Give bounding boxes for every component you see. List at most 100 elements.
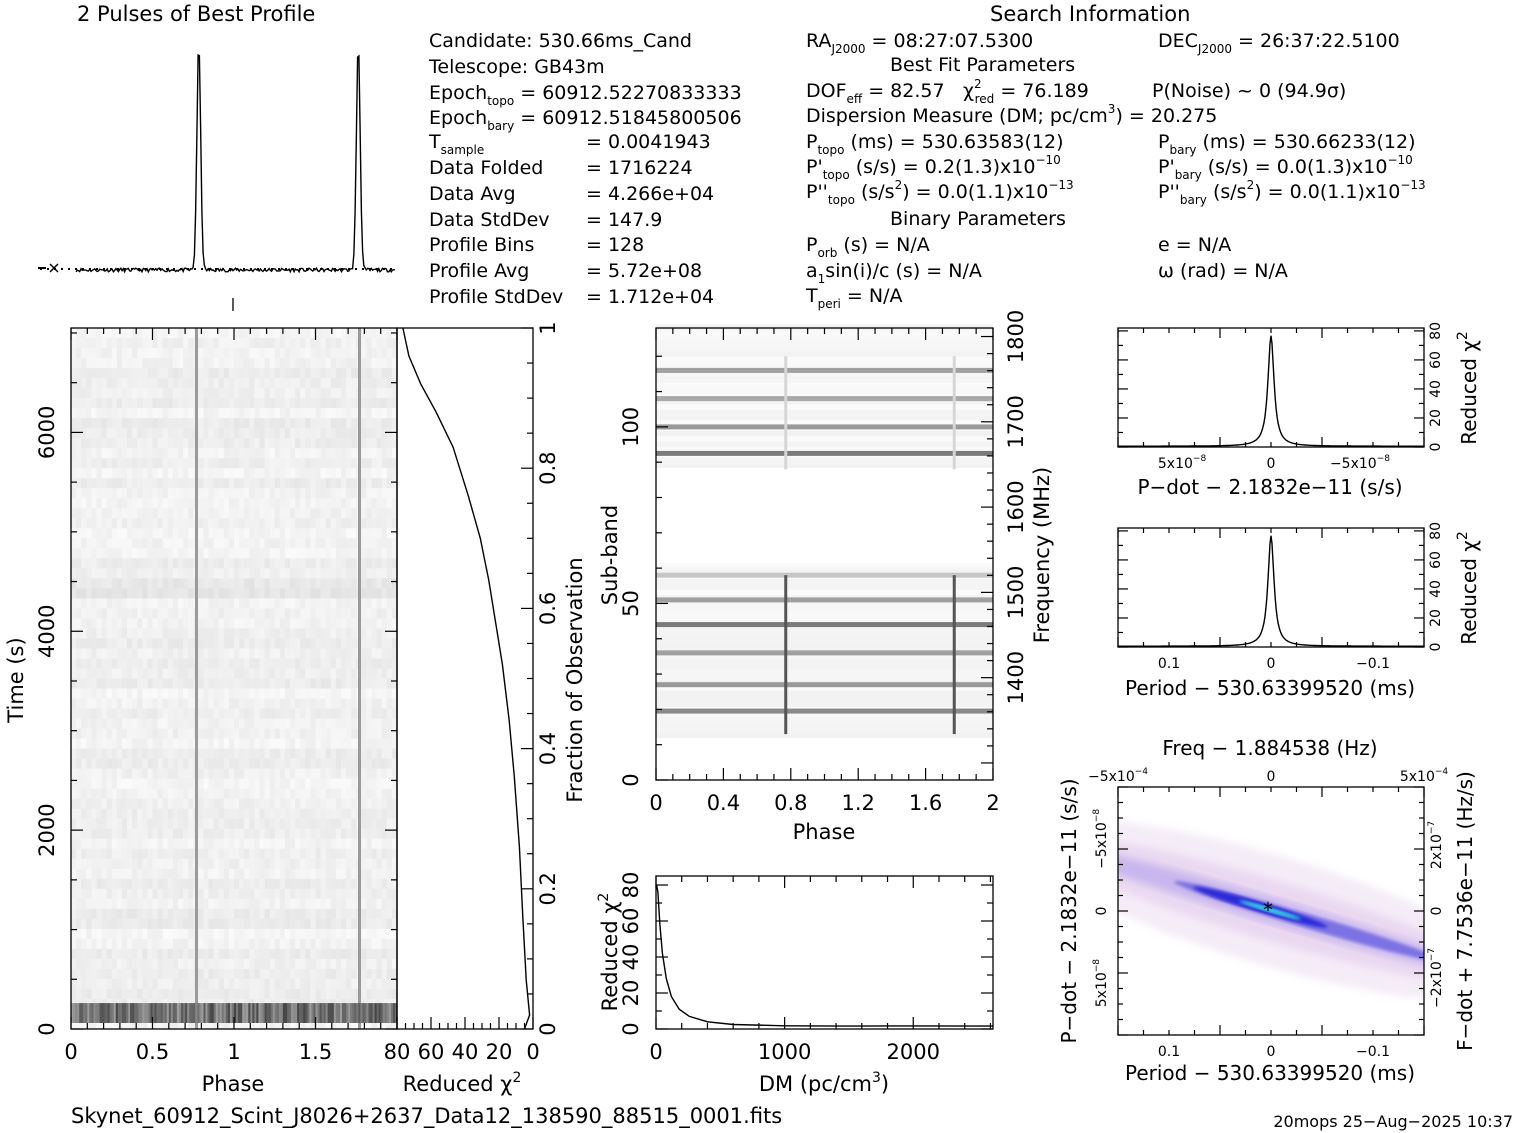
time-phase-cell	[386, 588, 393, 599]
profile-error-dot	[61, 268, 63, 270]
time-phase-cell	[101, 718, 108, 730]
time-phase-cell	[310, 768, 317, 780]
time-phase-cell	[391, 758, 398, 770]
time-phase-cell	[325, 808, 332, 820]
time-phase-cell	[284, 838, 291, 850]
time-phase-cell	[305, 718, 311, 730]
time-phase-cell	[274, 338, 281, 349]
time-phase-bright-cell	[136, 1003, 139, 1023]
time-phase-cell	[96, 518, 103, 529]
time-phase-cell	[198, 698, 204, 710]
time-phase-cell	[386, 408, 393, 419]
time-phase-cell	[371, 988, 378, 1000]
time-phase-cell	[86, 478, 92, 489]
time-phase-cell	[254, 798, 261, 810]
time-phase-cell	[137, 448, 143, 459]
time-phase-cell	[172, 388, 179, 399]
time-phase-cell	[188, 908, 194, 920]
time-phase-cell	[366, 958, 373, 970]
time-phase-cell	[320, 888, 327, 900]
time-phase-cell	[121, 548, 128, 559]
time-phase-cell	[346, 418, 352, 429]
time-phase-cell	[116, 868, 123, 880]
time-phase-cell	[346, 398, 352, 409]
time-phase-cell	[208, 728, 215, 740]
time-phase-cell	[381, 678, 388, 690]
time-phase-cell	[320, 928, 327, 940]
time-phase-cell	[310, 898, 317, 910]
time-phase-cell	[188, 608, 194, 619]
time-phase-cell	[167, 608, 174, 619]
time-phase-cell	[127, 368, 133, 379]
time-phase-cell	[127, 818, 133, 830]
time-phase-cell	[71, 538, 77, 549]
time-phase-cell	[142, 418, 148, 429]
time-phase-cell	[269, 698, 276, 710]
time-phase-cell	[178, 978, 184, 990]
time-phase-cell	[218, 718, 225, 730]
time-phase-cell	[371, 548, 378, 559]
time-phase-cell	[91, 478, 98, 489]
time-phase-cell	[269, 678, 276, 690]
time-phase-cell	[203, 828, 210, 840]
time-phase-cell	[178, 508, 184, 519]
time-phase-cell	[208, 898, 215, 910]
time-phase-cell	[391, 408, 398, 419]
time-phase-cell	[335, 718, 342, 730]
time-phase-cell	[213, 738, 220, 750]
time-phase-cell	[111, 878, 118, 890]
time-phase-cell	[254, 758, 261, 770]
time-phase-cell	[76, 398, 82, 409]
time-phase-cell	[157, 568, 164, 579]
time-phase-cell	[147, 428, 154, 439]
time-phase-cell	[198, 878, 204, 890]
time-phase-cell	[198, 398, 204, 409]
time-phase-cell	[203, 988, 210, 1000]
time-phase-cell	[137, 548, 143, 559]
time-phase-cell	[315, 648, 322, 660]
time-phase-cell	[172, 708, 179, 720]
time-phase-cell	[198, 718, 204, 730]
time-phase-cell	[142, 358, 148, 369]
time-phase-cell	[341, 518, 347, 529]
time-phase-cell	[213, 438, 220, 449]
subband-pulse-track	[952, 575, 956, 735]
time-phase-cell	[167, 468, 174, 479]
time-phase-cell	[330, 468, 337, 479]
time-phase-cell	[132, 478, 138, 489]
time-phase-cell	[86, 528, 92, 539]
time-phase-cell	[172, 1019, 179, 1030]
time-phase-cell	[305, 848, 311, 860]
time-phase-cell	[162, 438, 169, 449]
time-phase-cell	[142, 578, 148, 589]
time-phase-cell	[178, 678, 184, 690]
time-phase-cell	[137, 738, 143, 750]
time-phase-cell	[254, 678, 261, 690]
time-phase-cell	[320, 528, 327, 539]
time-phase-cell	[167, 938, 174, 950]
time-phase-cell	[76, 978, 82, 990]
time-phase-cell	[86, 798, 92, 810]
time-phase-cell	[111, 638, 118, 649]
time-phase-cell	[376, 678, 383, 690]
time-phase-cell	[290, 658, 296, 670]
time-phase-cell	[198, 898, 204, 910]
time-phase-cell	[86, 448, 92, 459]
time-phase-cell	[254, 708, 261, 720]
time-phase-cell	[203, 908, 210, 920]
time-phase-cell	[269, 348, 276, 359]
time-phase-cell	[147, 328, 154, 339]
time-phase-cell	[259, 928, 266, 940]
time-phase-cell	[391, 738, 398, 750]
time-phase-cell	[71, 758, 77, 770]
time-phase-cell	[142, 488, 148, 499]
time-phase-cell	[335, 948, 342, 960]
time-phase-cell	[81, 458, 87, 469]
time-phase-bright-cell	[221, 1003, 225, 1023]
time-phase-cell	[376, 708, 383, 720]
time-phase-cell	[239, 348, 245, 359]
time-phase-cell	[290, 418, 296, 429]
time-phase-cell	[157, 518, 164, 529]
time-phase-cell	[228, 738, 235, 750]
time-phase-cell	[178, 438, 184, 449]
